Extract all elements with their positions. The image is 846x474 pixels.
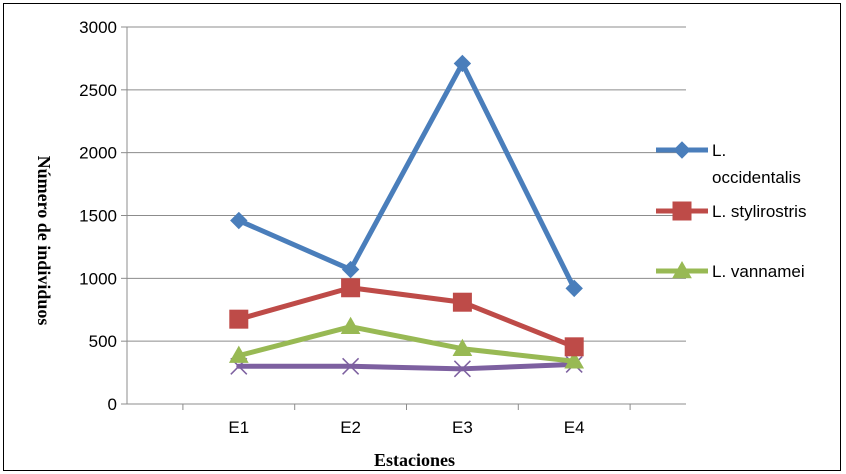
diamond-marker — [230, 211, 248, 230]
x-axis-title: Estaciones — [374, 450, 455, 470]
legend-label: L. — [712, 141, 726, 160]
diamond-marker — [453, 54, 472, 73]
series-1 — [230, 54, 583, 298]
y-tick-label: 500 — [89, 332, 117, 351]
diamond-marker — [565, 279, 583, 298]
legend-entry-1: L. occidentalis — [656, 141, 801, 187]
y-tick-label: 3000 — [79, 18, 117, 37]
series-line — [236, 324, 577, 364]
legend-entry-2: L. stylirostris — [656, 201, 806, 221]
triangle-marker — [564, 351, 585, 369]
x-marker — [453, 360, 471, 378]
square-marker — [229, 309, 249, 329]
chart-frame — [3, 3, 841, 471]
series-line — [236, 285, 577, 350]
square-marker — [452, 292, 472, 312]
x-tick-label: E4 — [564, 418, 585, 437]
x-tick-label: E3 — [452, 418, 473, 437]
triangle-marker — [672, 260, 692, 279]
y-tick-label: 2000 — [79, 144, 117, 163]
legend-label: L. vannamei — [712, 262, 805, 281]
square-marker — [672, 201, 692, 221]
axis-layer: 0 500 1000 1500 2000 2500 3000 E1 E2 E3 E4 — [79, 18, 686, 437]
triangle-marker — [228, 345, 249, 363]
diamond-marker — [673, 141, 691, 159]
series-2 — [229, 278, 584, 357]
series-4 — [230, 355, 583, 378]
y-axis-title: Número de individuos — [34, 156, 54, 326]
x-tick-label: E1 — [228, 418, 249, 437]
square-marker — [564, 337, 584, 357]
series-line — [236, 361, 577, 372]
y-tick-label: 1000 — [79, 269, 117, 288]
square-marker — [341, 278, 361, 298]
x-tick-label: E2 — [340, 418, 361, 437]
series-line — [236, 60, 577, 291]
triangle-marker — [452, 338, 473, 356]
y-tick-label: 0 — [108, 395, 117, 414]
series-layer — [228, 54, 585, 378]
x-marker-stroke — [453, 360, 471, 378]
x-marker-stroke — [342, 357, 360, 375]
legend-label: L. stylirostris — [712, 202, 806, 221]
grid-layer — [127, 26, 686, 342]
legend-label: occidentalis — [712, 168, 801, 187]
diamond-marker — [341, 260, 360, 279]
legend-entry-3: L. vannamei — [656, 260, 805, 281]
y-tick-label: 2500 — [79, 81, 117, 100]
series-3 — [228, 316, 585, 369]
y-tick-label: 1500 — [79, 207, 117, 226]
legend: L. occidentalis L. stylirostris L. vannamei — [656, 141, 806, 281]
triangle-marker — [340, 316, 361, 334]
x-marker — [342, 357, 360, 375]
